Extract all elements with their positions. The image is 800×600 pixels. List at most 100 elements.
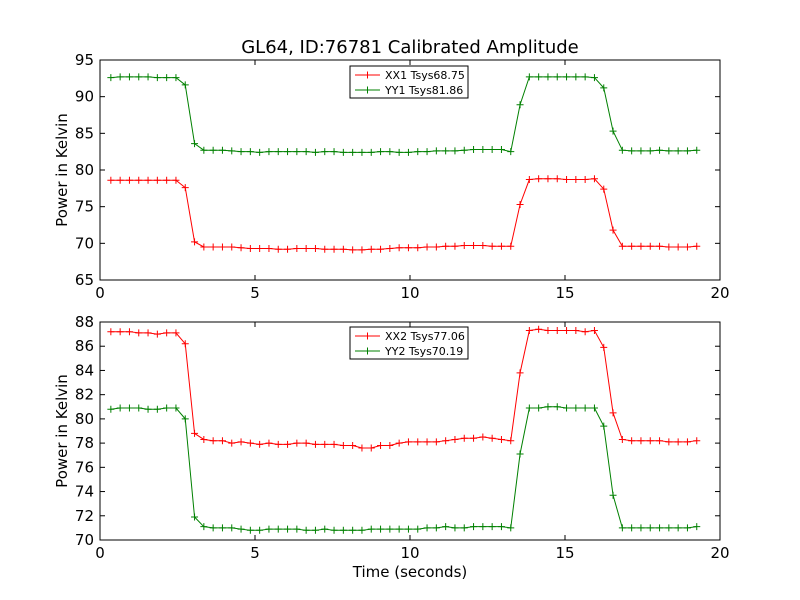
data-point: [451, 147, 459, 155]
data-point: [600, 343, 608, 351]
x-tick-label: 5: [250, 544, 260, 562]
legend: XX1 Tsys68.75 YY1 Tsys81.86: [349, 65, 469, 99]
data-point: [274, 440, 282, 448]
data-point: [311, 148, 319, 156]
data-point: [497, 242, 505, 250]
data-point: [590, 74, 598, 82]
legend-label: YY1 Tsys81.86: [384, 84, 463, 97]
data-point: [451, 524, 459, 532]
data-point: [163, 176, 171, 184]
data-point: [442, 242, 450, 250]
y-tick-label: 70: [75, 531, 94, 549]
data-point: [321, 525, 329, 533]
legend-label: YY2 Tsys70.19: [384, 345, 463, 358]
data-point: [572, 176, 580, 184]
y-tick-label: 74: [75, 483, 94, 501]
data-point: [535, 325, 543, 333]
data-point: [423, 438, 431, 446]
data-point: [218, 243, 226, 251]
data-point: [293, 439, 301, 447]
data-point: [479, 145, 487, 153]
data-point: [237, 438, 245, 446]
data-point: [284, 440, 292, 448]
legend-marker: [364, 347, 371, 355]
data-point: [349, 148, 357, 156]
data-point: [683, 243, 691, 251]
data-point: [497, 435, 505, 443]
data-point: [181, 81, 189, 89]
data-point: [460, 434, 468, 442]
data-point: [404, 148, 412, 156]
data-point: [386, 244, 394, 252]
data-point: [274, 525, 282, 533]
data-point: [525, 73, 533, 81]
data-point: [237, 244, 245, 252]
data-point: [395, 244, 403, 252]
data-point: [600, 84, 608, 92]
data-point: [191, 513, 199, 521]
data-point: [116, 176, 124, 184]
data-point: [618, 524, 626, 532]
data-point: [572, 73, 580, 81]
chart-title: GL64, ID:76781 Calibrated Amplitude: [241, 37, 579, 58]
data-point: [116, 73, 124, 81]
data-point: [646, 524, 654, 532]
data-point: [693, 437, 701, 445]
data-point: [135, 73, 143, 81]
y-tick-label: 75: [75, 198, 94, 216]
data-point: [321, 440, 329, 448]
data-point: [218, 524, 226, 532]
data-point: [581, 328, 589, 336]
data-point: [609, 226, 617, 234]
y-axis-label: Power in Kelvin: [53, 374, 71, 488]
data-point: [581, 73, 589, 81]
data-point: [228, 243, 236, 251]
data-point: [377, 525, 385, 533]
data-point: [274, 245, 282, 253]
data-point: [674, 147, 682, 155]
data-point: [590, 326, 598, 334]
data-point: [256, 526, 264, 534]
data-point: [646, 147, 654, 155]
data-point: [488, 434, 496, 442]
data-point: [646, 437, 654, 445]
y-tick-label: 86: [75, 337, 94, 355]
data-point: [237, 148, 245, 156]
data-point: [525, 326, 533, 334]
data-point: [228, 147, 236, 155]
data-point: [116, 328, 124, 336]
data-point: [200, 243, 208, 251]
data-point: [209, 243, 217, 251]
series-line: [110, 328, 697, 449]
data-point: [470, 145, 478, 153]
y-tick-label: 80: [75, 410, 94, 428]
data-point: [153, 176, 161, 184]
data-point: [395, 439, 403, 447]
data-point: [172, 404, 180, 412]
data-point: [246, 439, 254, 447]
data-point: [460, 242, 468, 250]
data-point: [600, 422, 608, 430]
data-point: [237, 525, 245, 533]
data-point: [609, 491, 617, 499]
data-point: [451, 435, 459, 443]
data-point: [507, 524, 515, 532]
data-point: [330, 526, 338, 534]
data-point: [516, 450, 524, 458]
data-point: [209, 437, 217, 445]
data-point: [665, 243, 673, 251]
x-tick-label: 20: [710, 284, 729, 302]
data-point: [581, 404, 589, 412]
y-axis-label: Power in Kelvin: [53, 113, 71, 227]
data-point: [228, 524, 236, 532]
data-point: [414, 525, 422, 533]
data-point: [553, 326, 561, 334]
y-tick-label: 70: [75, 234, 94, 252]
x-tick-label: 15: [555, 284, 574, 302]
data-point: [665, 438, 673, 446]
y-tick-label: 78: [75, 434, 94, 452]
x-tick-label: 0: [95, 284, 105, 302]
data-point: [423, 243, 431, 251]
data-point: [460, 146, 468, 154]
